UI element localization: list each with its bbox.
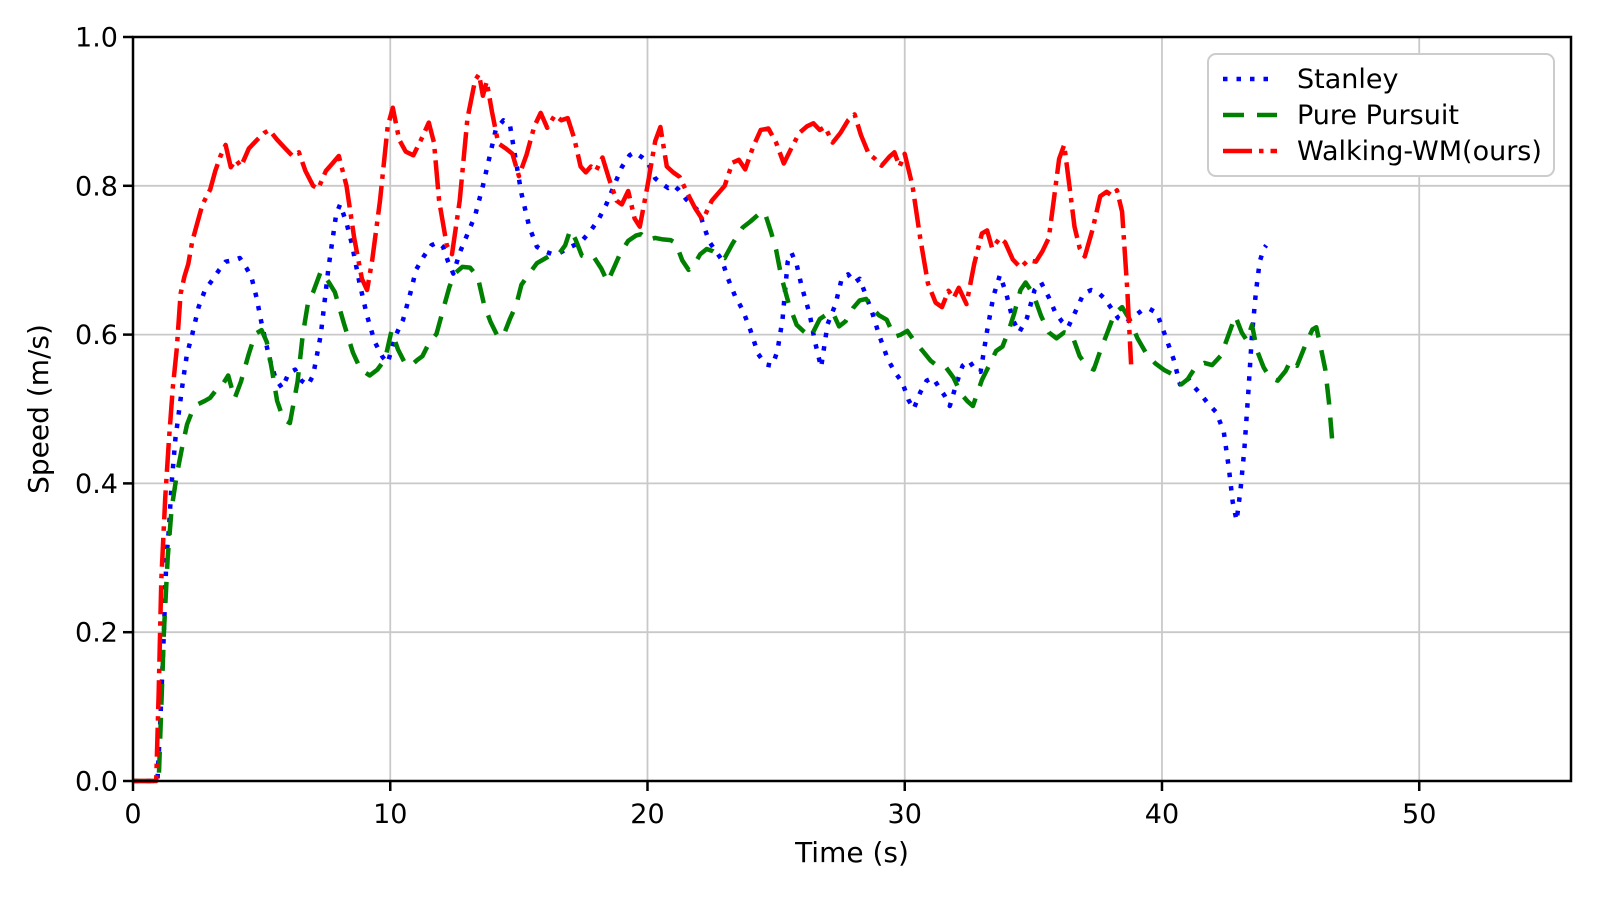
series-line-pure-pursuit [133,209,1336,784]
legend-entry-walking-wm: Walking-WM(ours) [1221,133,1542,169]
y-tick-label: 1.0 [75,23,118,54]
x-tick-label: 10 [373,799,407,830]
walking-wm-line-sample-icon [1223,148,1277,154]
y-tick-label: 0.6 [75,320,118,351]
legend: Stanley Pure Pursuit Walking-WM(ours) [1207,53,1555,177]
legend-entry-stanley: Stanley [1221,61,1541,97]
series-line-walking-wm-ours- [133,71,1134,784]
y-axis-label: Speed (m/s) [22,324,55,494]
x-tick-label: 50 [1402,799,1436,830]
x-axis-label: Time (s) [794,836,909,869]
legend-label-walking-wm: Walking-WM(ours) [1297,135,1542,167]
y-tick-label: 0.4 [75,469,118,500]
axes-frame [131,35,1573,783]
y-tick-label: 0.2 [75,618,118,649]
pure-pursuit-line-sample-icon [1223,112,1277,118]
legend-label-pure-pursuit: Pure Pursuit [1297,99,1459,131]
x-tick-label: 30 [888,799,922,830]
x-tick-label: 40 [1145,799,1179,830]
legend-label-stanley: Stanley [1297,63,1399,95]
stanley-line-sample-icon [1223,76,1277,82]
y-tick-label: 0.0 [75,767,118,798]
series-layer [133,71,1336,784]
tick-layer: 0 10 20 30 40 50 0.0 0.2 0.4 0.6 0.8 1.0 [75,23,1436,831]
y-tick-label: 0.8 [75,171,118,202]
x-tick-label: 0 [124,799,141,830]
plot-border [131,35,1573,783]
series-line-stanley [133,118,1269,784]
legend-entry-pure-pursuit: Pure Pursuit [1221,97,1541,133]
x-tick-label: 20 [630,799,664,830]
